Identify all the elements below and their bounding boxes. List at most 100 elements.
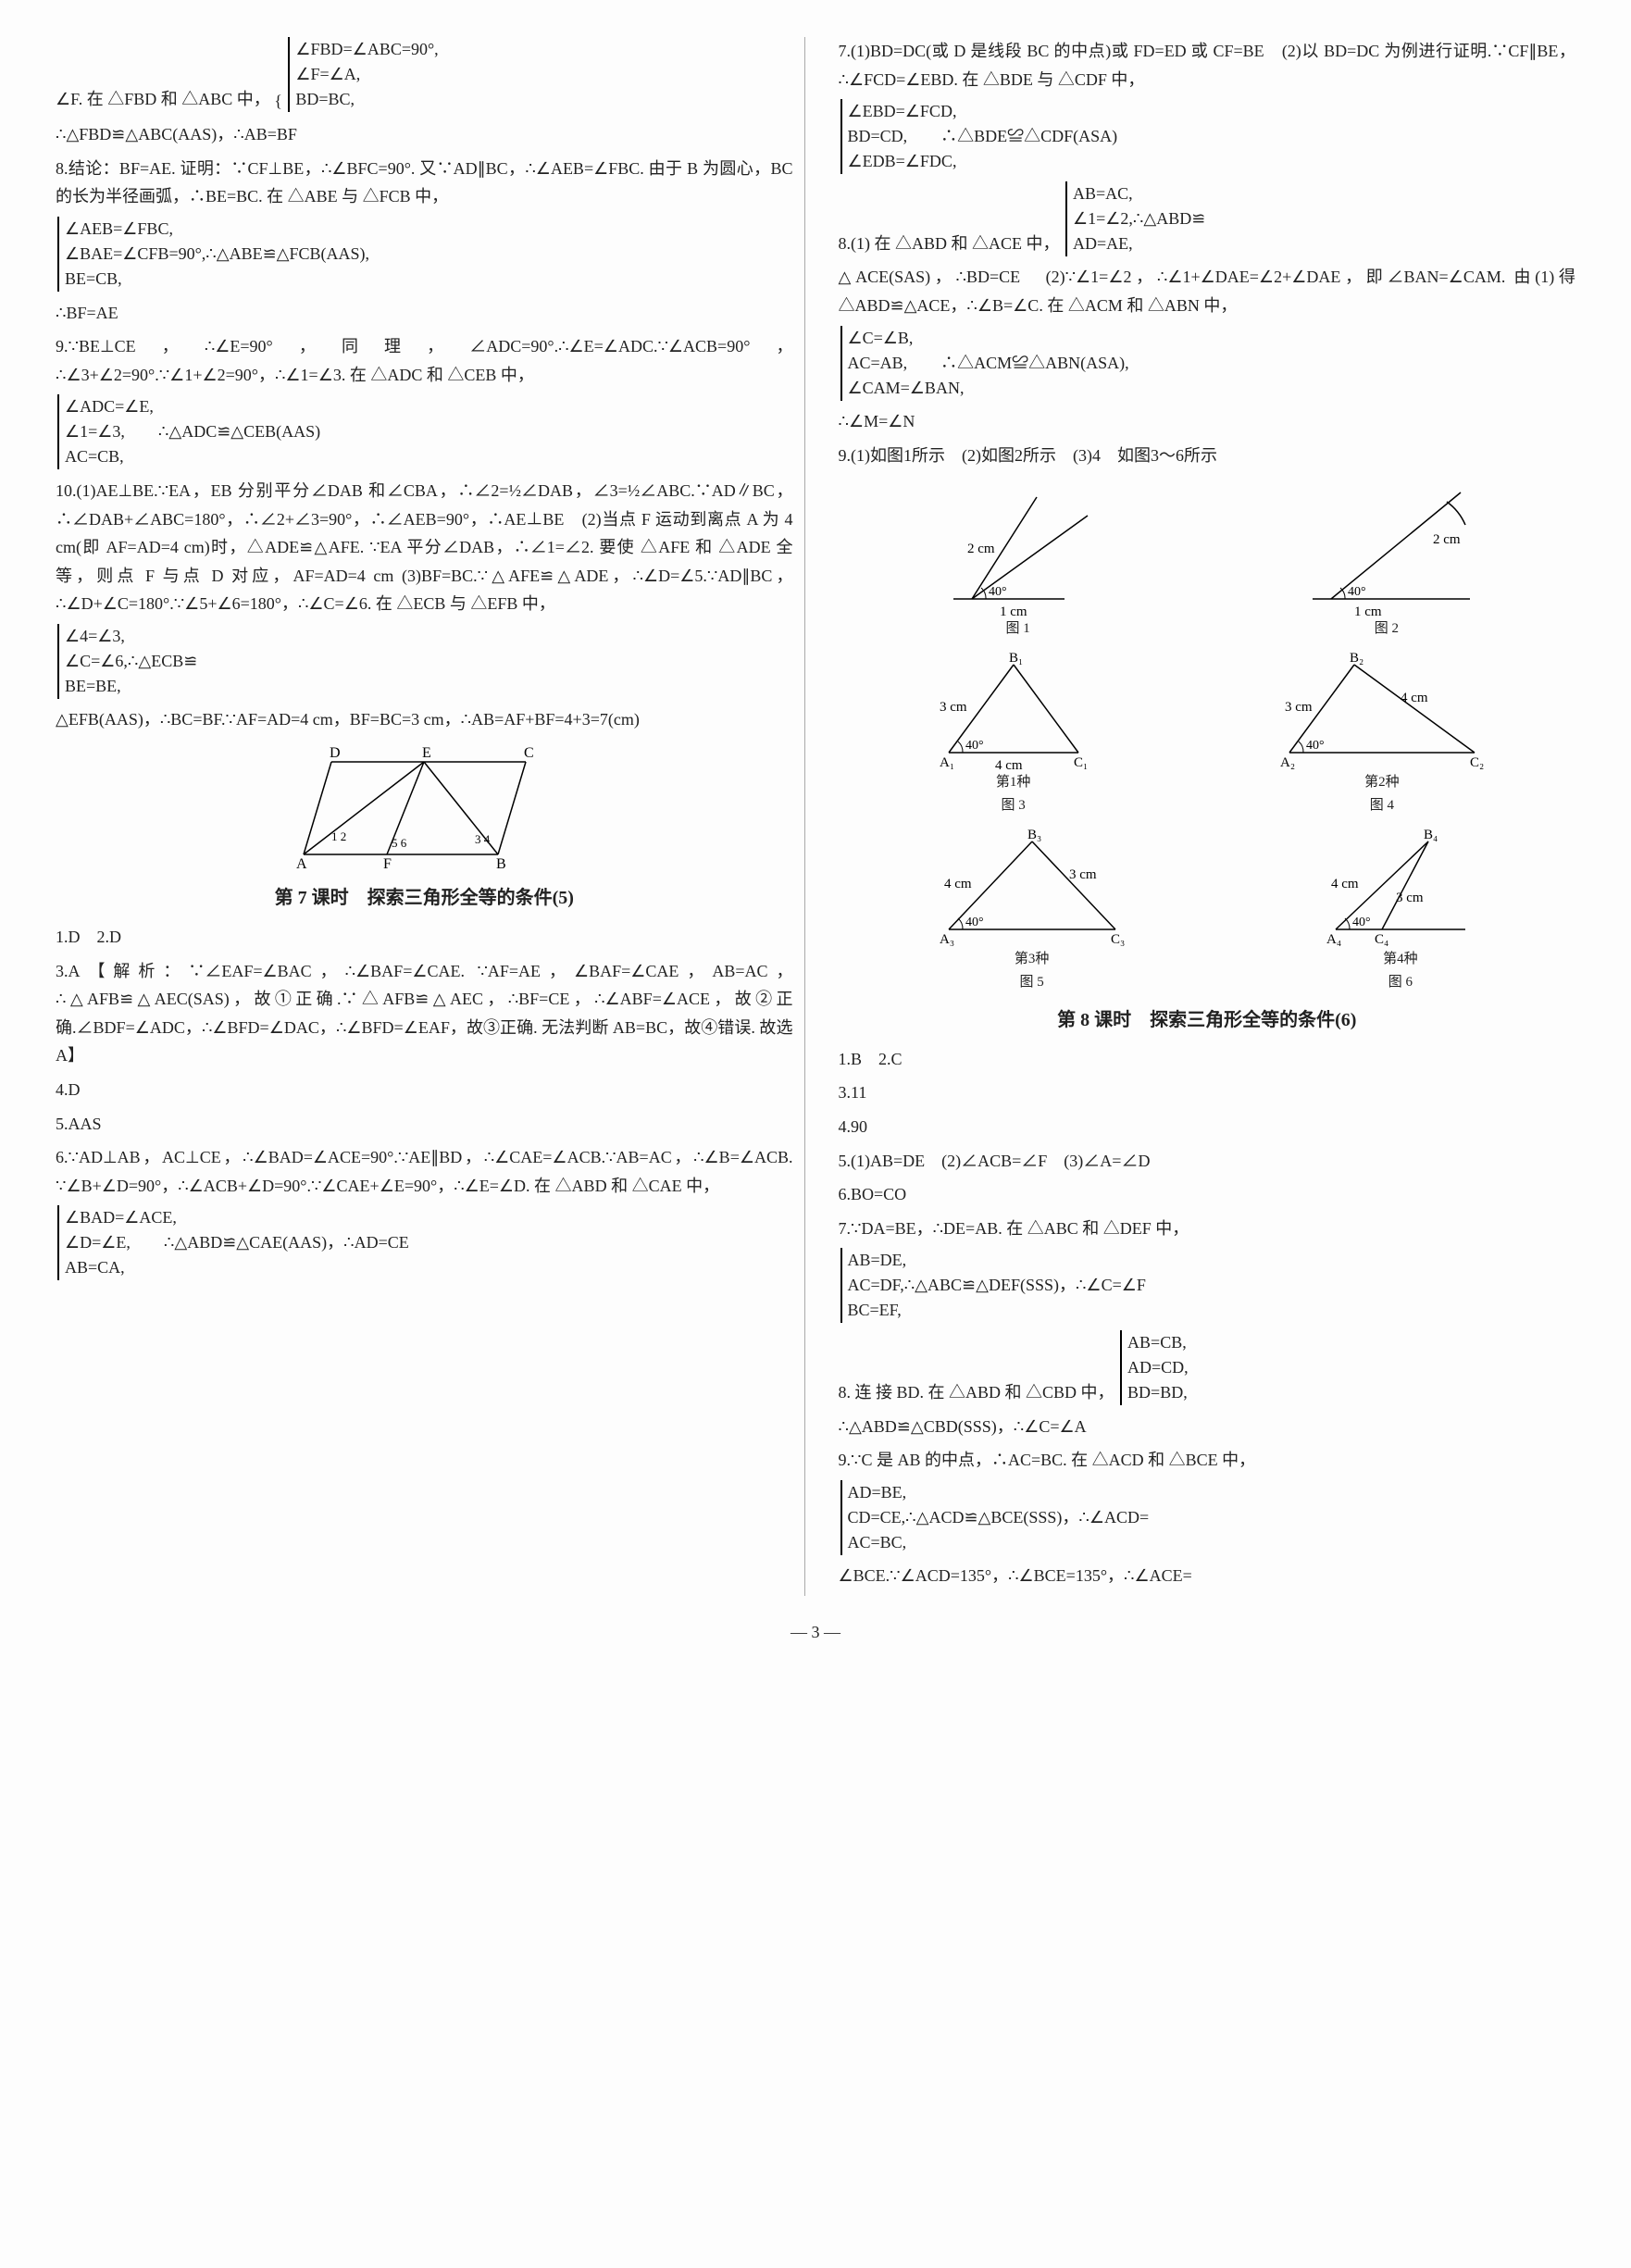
row: AB=CB,: [1127, 1330, 1189, 1355]
svg-text:B₃: B₃: [1027, 828, 1041, 842]
left-column: ∠F. 在 △FBD 和 △ABC 中， { ∠FBD=∠ABC=90°, ∠F…: [56, 37, 805, 1596]
text: ∴△ABD≌△CBD(SSS)，∴∠C=∠A: [839, 1413, 1576, 1441]
l8-6: 6.BO=CO: [839, 1180, 1576, 1209]
row: ∠BAE=∠CFB=90°,∴△ABE≌△FCB(AAS),: [65, 242, 369, 267]
sub: 图 6: [1317, 971, 1484, 995]
svg-text:F: F: [383, 856, 392, 872]
svg-text:D: D: [330, 745, 341, 761]
svg-text:5 6: 5 6: [392, 836, 407, 850]
svg-text:2 cm: 2 cm: [967, 542, 995, 556]
row: AC=DF,∴△ABC≌△DEF(SSS)，∴∠C=∠F: [848, 1273, 1146, 1298]
l7-6: 6.∵AD⊥AB，AC⊥CE，∴∠BAD=∠ACE=90°.∵AE∥BD，∴∠C…: [56, 1143, 793, 1200]
row: BE=BE,: [65, 674, 197, 699]
row: AD=BE,: [848, 1480, 1150, 1505]
row: ∠F=∠A,: [295, 62, 438, 87]
lesson-8-title: 第 8 课时 探索三角形全等的条件(6): [839, 1004, 1576, 1036]
row: ∠1=∠2,∴△ABD≌: [1073, 206, 1205, 231]
brace-content: ∠FBD=∠ABC=90°, ∠F=∠A, BD=BC,: [288, 37, 438, 112]
svg-text:C₂: C₂: [1470, 755, 1484, 770]
row: ∠AEB=∠FBC,: [65, 217, 369, 242]
figures-3-4: 3 cm 40° 4 cm A₁ B₁ C₁ 第1种 图 3 3 cm 4: [839, 651, 1576, 818]
item-7: 7.(1)BD=DC(或 D 是线段 BC 的中点)或 FD=ED 或 CF=B…: [839, 37, 1576, 93]
svg-text:1 2: 1 2: [331, 829, 346, 843]
svg-text:4 cm: 4 cm: [1401, 691, 1428, 705]
svg-text:3 cm: 3 cm: [1396, 891, 1424, 905]
row: AB=DE,: [848, 1248, 1146, 1273]
svg-text:B₂: B₂: [1350, 651, 1363, 666]
caption: 图 1: [926, 617, 1111, 642]
svg-text:B: B: [496, 856, 506, 872]
svg-text:C₄: C₄: [1375, 932, 1388, 947]
l8-4: 4.90: [839, 1113, 1576, 1141]
text: ∠F. 在 △FBD 和 △ABC 中，: [56, 90, 270, 108]
row: ∠BAD=∠ACE,: [65, 1205, 409, 1230]
item-8: 8.(1) 在 △ABD 和 △ACE 中， AB=AC, ∠1=∠2,∴△AB…: [839, 181, 1576, 258]
right-column: 7.(1)BD=DC(或 D 是线段 BC 的中点)或 FD=ED 或 CF=B…: [828, 37, 1576, 1596]
row: AC=BC,: [848, 1530, 1150, 1555]
row: ∠EBD=∠FCD,: [848, 99, 1118, 124]
sub: 图 4: [1271, 794, 1493, 818]
row: AC=CB,: [65, 444, 320, 469]
svg-text:40°: 40°: [965, 739, 984, 753]
svg-text:40°: 40°: [1352, 916, 1371, 929]
brace-block: ∠C=∠B, AC=AB, ∴△ACM≌△ABN(ASA), ∠CAM=∠BAN…: [839, 326, 1576, 403]
text: ∠BCE.∵∠ACD=135°，∴∠BCE=135°，∴∠ACE=: [839, 1562, 1576, 1590]
svg-text:A₃: A₃: [940, 932, 954, 947]
svg-text:3 cm: 3 cm: [940, 700, 967, 715]
row: AB=CA,: [65, 1255, 409, 1280]
row: BC=EF,: [848, 1298, 1146, 1323]
item-8: 8.结论：BF=AE. 证明：∵CF⊥BE，∴∠BFC=90°. 又∵AD∥BC…: [56, 155, 793, 211]
l7-1: 1.D 2.D: [56, 923, 793, 952]
row: ∠EDB=∠FDC,: [848, 149, 1118, 174]
row: ∠FBD=∠ABC=90°,: [295, 37, 438, 62]
row: CD=CE,∴△ACD≌△BCE(SSS)，∴∠ACD=: [848, 1505, 1150, 1530]
page-number: — 3 —: [56, 1618, 1575, 1647]
sub: 图 3: [921, 794, 1106, 818]
row: AC=AB, ∴△ACM≌△ABN(ASA),: [848, 351, 1129, 376]
caption: 第3种: [930, 948, 1134, 972]
l7-3: 3.A【解析：∵∠EAF=∠BAC，∴∠BAF=∠CAE. ∵AF=AE，∠BA…: [56, 957, 793, 1070]
svg-text:3 4: 3 4: [475, 832, 491, 846]
svg-text:4 cm: 4 cm: [995, 758, 1023, 771]
caption: 第4种: [1317, 948, 1484, 972]
item-9: 9.∵BE⊥CE，∴∠E=90°，同理，∠ADC=90°.∴∠E=∠ADC.∵∠…: [56, 332, 793, 389]
figure-10: D E C A F B 1 2 5 6 3 4: [56, 743, 793, 873]
text: ∴△FBD≌△ABC(AAS)，∴AB=BF: [56, 120, 793, 149]
figures-5-6: 4 cm 3 cm 40° A₃ B₃ C₃ 第3种 图 5 4 cm 3: [839, 828, 1576, 995]
brace-block: AB=DE, AC=DF,∴△ABC≌△DEF(SSS)，∴∠C=∠F BC=E…: [839, 1248, 1576, 1325]
brace-block: ∠AEB=∠FBC, ∠BAE=∠CFB=90°,∴△ABE≌△FCB(AAS)…: [56, 217, 793, 293]
row: BE=CB,: [65, 267, 369, 292]
row: ∠4=∠3,: [65, 624, 197, 649]
row: BD=BC,: [295, 87, 438, 112]
caption: 第2种: [1271, 771, 1493, 795]
svg-text:40°: 40°: [1306, 739, 1325, 753]
page: ∠F. 在 △FBD 和 △ABC 中， { ∠FBD=∠ABC=90°, ∠F…: [56, 37, 1575, 1596]
l8-1: 1.B 2.C: [839, 1045, 1576, 1074]
item-10: 10.(1)AE⊥BE.∵EA，EB 分别平分∠DAB 和∠CBA，∴∠2=½∠…: [56, 477, 793, 618]
item-f: ∠F. 在 △FBD 和 △ABC 中， { ∠FBD=∠ABC=90°, ∠F…: [56, 37, 793, 115]
caption: 第1种: [921, 771, 1106, 795]
brace-block: ∠4=∠3, ∠C=∠6,∴△ECB≌ BE=BE,: [56, 624, 793, 701]
row: ∠CAM=∠BAN,: [848, 376, 1129, 401]
svg-text:E: E: [422, 745, 431, 761]
row: AB=AC,: [1073, 181, 1205, 206]
brace-block: AD=BE, CD=CE,∴△ACD≌△BCE(SSS)，∴∠ACD= AC=B…: [839, 1480, 1576, 1557]
svg-text:4 cm: 4 cm: [944, 877, 972, 891]
svg-text:A: A: [296, 856, 307, 872]
brace-block: ∠EBD=∠FCD, BD=CD, ∴△BDE≌△CDF(ASA) ∠EDB=∠…: [839, 99, 1576, 176]
diagram-trapezoid: D E C A F B 1 2 5 6 3 4: [285, 743, 563, 873]
l8-7: 7.∵DA=BE，∴DE=AB. 在 △ABC 和 △DEF 中，: [839, 1215, 1576, 1243]
l7-4: 4.D: [56, 1076, 793, 1104]
svg-text:1 cm: 1 cm: [1354, 604, 1382, 617]
brace: {: [274, 87, 282, 116]
svg-text:C₃: C₃: [1111, 932, 1125, 947]
sub: 图 5: [930, 971, 1134, 995]
figure-5: 4 cm 3 cm 40° A₃ B₃ C₃ 第3种 图 5: [930, 828, 1134, 995]
figure-1: 2 cm 40° 1 cm 图 1: [926, 479, 1111, 642]
brace-block: ∠ADC=∠E, ∠1=∠3, ∴△ADC≌△CEB(AAS) AC=CB,: [56, 394, 793, 471]
svg-text:3 cm: 3 cm: [1069, 867, 1097, 882]
text: △ACE(SAS)，∴BD=CE (2)∵∠1=∠2，∴∠1+∠DAE=∠2+∠…: [839, 263, 1576, 319]
svg-text:40°: 40°: [989, 585, 1007, 599]
l7-5: 5.AAS: [56, 1110, 793, 1139]
l8-3: 3.11: [839, 1078, 1576, 1107]
